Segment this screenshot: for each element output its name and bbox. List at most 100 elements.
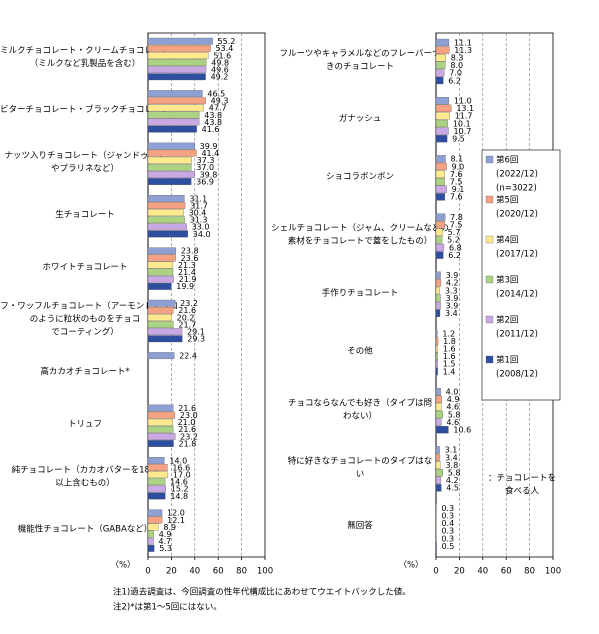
bar: [435, 329, 438, 338]
category-label: その他: [347, 346, 373, 357]
value-label: 23.0: [180, 411, 198, 420]
legend-period: (2017/12): [496, 250, 538, 260]
bar: [147, 178, 192, 185]
value-label: 11.1: [454, 38, 472, 47]
bar: [435, 155, 446, 163]
category-label: のように粒状のものをチョコ: [30, 314, 141, 325]
legend-name: 第3回: [496, 275, 518, 286]
value-label: 31.7: [190, 201, 208, 210]
value-label: 4.7: [158, 537, 171, 546]
bar: [147, 328, 183, 336]
category-label: きのチョコレート: [326, 62, 394, 72]
category-label: 生チョコレート: [55, 209, 115, 220]
value-label: 21.8: [179, 439, 197, 448]
value-label: 0.5: [442, 542, 455, 551]
bar: [435, 542, 437, 550]
value-label: 1.6: [443, 352, 456, 361]
value-label: 13.1: [456, 104, 474, 113]
bar: [435, 271, 441, 279]
value-label: 23.8: [181, 247, 199, 256]
bar: [435, 69, 445, 77]
value-label: 8.9: [163, 523, 176, 532]
value-label: 1.2: [442, 329, 455, 338]
bar: [147, 306, 174, 314]
bar: [435, 112, 450, 120]
value-label: 39.8: [200, 170, 218, 179]
note: 注1)過去調査は、今回調査の性年代構成比にあわせてウエイトバックした値。: [113, 587, 411, 598]
bar: [147, 314, 172, 321]
value-label: 41.6: [202, 125, 220, 134]
value-label: 21.6: [178, 425, 196, 434]
value-label: 55.2: [218, 37, 236, 46]
value-label: 5.3: [159, 544, 172, 553]
legend-swatch: [485, 355, 494, 364]
value-label: 0.3: [441, 527, 454, 536]
value-label: 21.3: [178, 261, 196, 270]
legend-box: [481, 149, 561, 401]
value-label: 49.6: [211, 65, 229, 74]
value-label: 5.8: [448, 410, 461, 419]
value-label: 0.3: [441, 534, 454, 543]
value-label: 21.0: [178, 418, 196, 427]
value-label: 21.4: [178, 268, 196, 277]
bar: [147, 411, 176, 419]
category-label: パフ・ワッフルチョコレート（アーモンドチョコ: [0, 301, 178, 312]
value-label: 22.4: [179, 351, 197, 360]
category-label: ナッツ入りチョコレート（ジャンドゥーヤ: [4, 150, 165, 161]
value-label: 19.9: [176, 282, 194, 291]
bar: [147, 464, 168, 471]
value-label: 21.6: [178, 306, 196, 315]
bracket-label: ：チョコレートを: [488, 474, 556, 484]
legend-swatch: [485, 315, 494, 324]
value-label: 43.8: [204, 118, 222, 127]
value-label: 20.2: [177, 313, 195, 322]
x-tick-label: 20: [454, 567, 465, 577]
bar: [147, 485, 166, 493]
legend-note: (n=3022): [496, 184, 537, 194]
value-label: 4.9: [159, 530, 172, 539]
bar: [147, 44, 211, 52]
bar: [147, 125, 197, 133]
category-label: 特に好きなチョコレートのタイプはな: [288, 456, 433, 467]
value-label: 21.9: [179, 275, 197, 284]
x-tick-label: 100: [545, 567, 561, 577]
x-tick-label: 80: [524, 567, 535, 577]
bar: [435, 170, 446, 178]
legend-period: (2020/12): [496, 210, 538, 220]
value-label: 39.9: [200, 142, 218, 151]
x-tick-label: 20: [166, 567, 177, 577]
bar: [147, 261, 174, 269]
value-label: 9.5: [452, 135, 465, 144]
value-label: 7.8: [450, 213, 463, 222]
value-label: 36.9: [196, 177, 214, 186]
category-label: 無回答: [347, 520, 373, 531]
legend-name: 第6回: [496, 155, 518, 166]
category-label: チョコならなんでも好き（タイプは問: [288, 397, 432, 408]
value-label: 4.2: [446, 476, 459, 485]
category-label: でコーティング）: [51, 327, 119, 338]
x-tick-label: 60: [501, 567, 512, 577]
legend-name: 第5回: [496, 195, 518, 206]
value-label: 23.6: [181, 254, 199, 263]
bar: [147, 195, 185, 202]
x-tick-label: 100: [257, 567, 273, 577]
value-label: 47.7: [209, 104, 227, 113]
value-label: 41.4: [201, 149, 219, 158]
bar: [435, 127, 449, 135]
value-label: 10.7: [454, 127, 472, 136]
bar: [435, 418, 442, 426]
bar: [435, 426, 449, 434]
bar: [435, 54, 446, 62]
bar: [147, 209, 184, 217]
value-label: 7.5: [450, 221, 463, 230]
bar: [147, 216, 185, 224]
bar: [435, 446, 440, 454]
x-tick-label: 40: [477, 567, 488, 577]
category-label: 以上含むもの）: [55, 477, 115, 488]
bar: [435, 162, 447, 171]
bar: [147, 163, 192, 171]
x-tick-label: 0: [145, 567, 150, 577]
bar: [435, 337, 439, 345]
value-label: 16.6: [172, 463, 190, 472]
value-label: 30.4: [189, 208, 207, 217]
